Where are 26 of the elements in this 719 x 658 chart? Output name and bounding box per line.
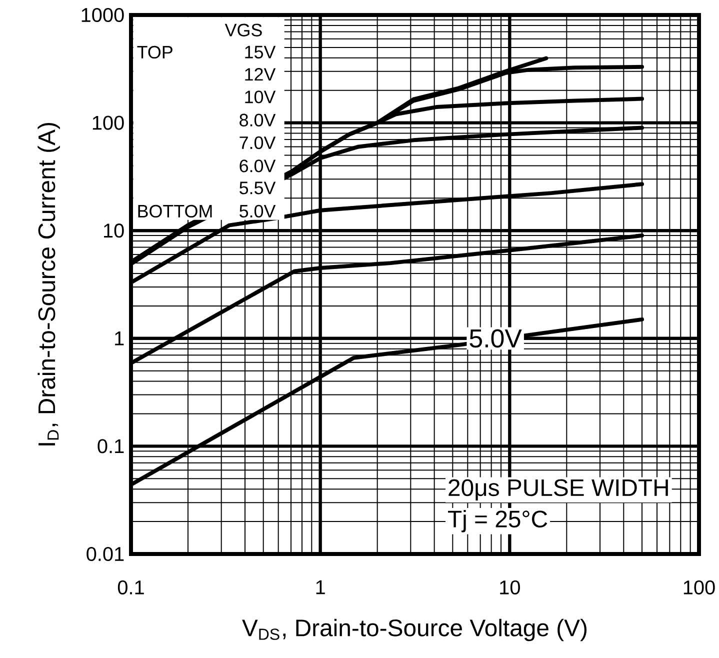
annotation: BOTTOM bbox=[138, 204, 212, 218]
x-axis-title: V$_{DS}$, Drain-to-Source Voltage (V) bbox=[242, 618, 586, 642]
x-tick-label: 100 bbox=[684, 580, 715, 594]
y-tick-label: 0.1 bbox=[98, 439, 124, 454]
x-tick-label: 1 bbox=[316, 580, 325, 594]
y-axis-title: I$_{D}$, Drain-to-Source Current (A) bbox=[38, 123, 60, 446]
annotation: 12V bbox=[245, 68, 276, 81]
annotation: Tj = 25°C bbox=[448, 510, 548, 532]
annotation: 6.0V bbox=[240, 160, 276, 172]
annotation: 5.0V bbox=[240, 204, 276, 218]
y-tick-label: 10 bbox=[104, 224, 124, 238]
annotation: 10V bbox=[245, 90, 276, 104]
annotation: 7.0V bbox=[240, 136, 276, 150]
y-tick-label: 0.01 bbox=[86, 546, 124, 562]
y-tick-label: 1 bbox=[115, 332, 124, 346]
annotation: 5.0V bbox=[470, 329, 522, 348]
annotation: 5.5V bbox=[240, 182, 276, 194]
annotation: VGS bbox=[224, 24, 262, 36]
y-tick-label: 1000 bbox=[82, 8, 124, 22]
annotation: 15V bbox=[245, 46, 276, 58]
annotation: 20μs PULSE WIDTH bbox=[448, 479, 668, 501]
annotation: TOP bbox=[137, 46, 172, 59]
annotation: 8.0V bbox=[240, 114, 276, 126]
x-tick-label: 0.1 bbox=[118, 580, 144, 594]
x-tick-label: 10 bbox=[500, 580, 520, 594]
y-tick-label: 100 bbox=[92, 116, 124, 130]
